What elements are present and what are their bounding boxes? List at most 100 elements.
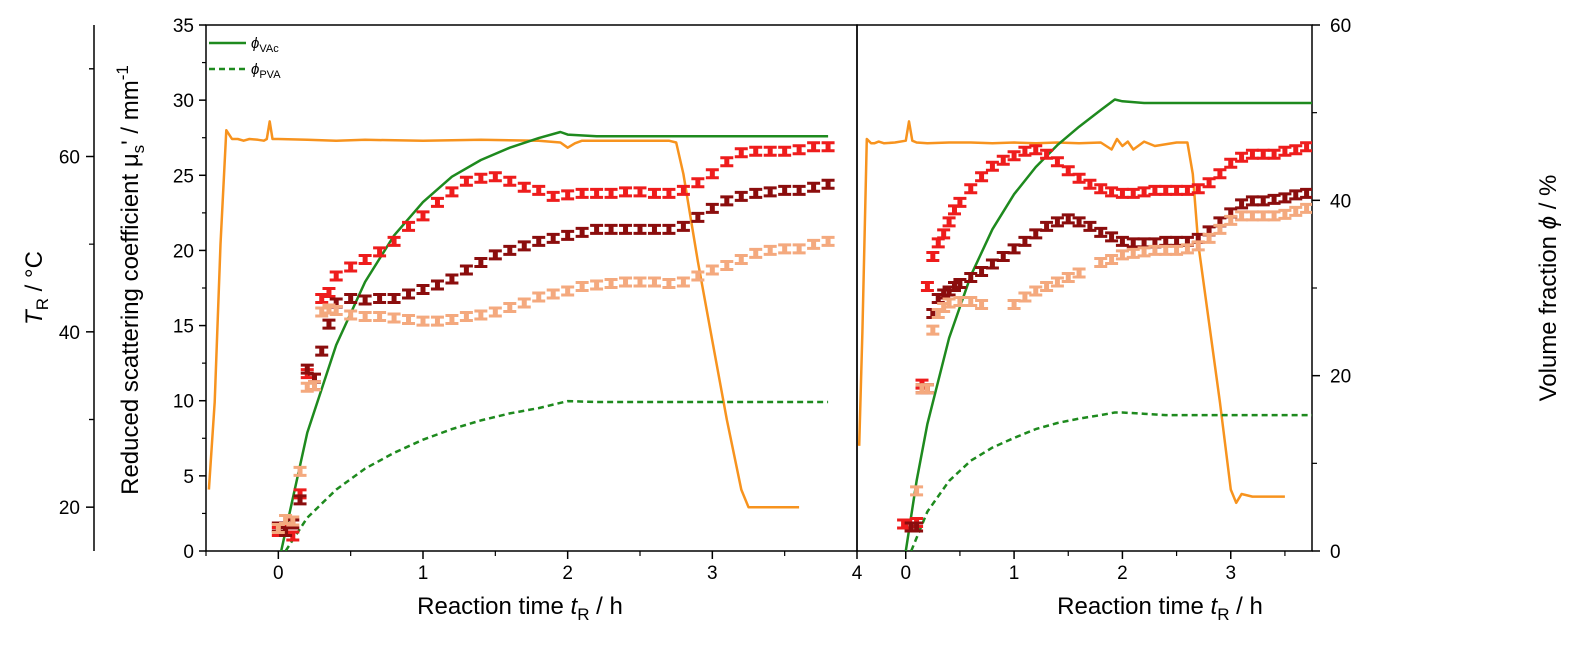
x-tick-label: 1: [418, 563, 429, 584]
scattering-point: [676, 220, 690, 232]
scattering-point: [1105, 253, 1119, 265]
mu-tick-label: 5: [183, 467, 194, 488]
scattering-point: [1094, 183, 1108, 195]
scattering-point: [293, 494, 307, 506]
series-darkred-scattering: [904, 187, 1312, 533]
scattering-point: [662, 277, 676, 289]
scattering-point: [1278, 192, 1292, 204]
scattering-point: [1072, 172, 1086, 184]
scattering-point: [926, 250, 940, 262]
scattering-point: [373, 293, 387, 305]
legend-pva-label: ϕPVA: [251, 61, 281, 81]
mu-axis-title: Reduced scattering coefficient μs' / mm-…: [113, 65, 148, 495]
scattering-point: [430, 315, 444, 327]
series-line--pva: [284, 399, 829, 551]
scattering-point: [1148, 244, 1162, 256]
scattering-point: [1267, 210, 1281, 222]
scattering-point: [604, 187, 618, 199]
scattering-point: [792, 144, 806, 156]
scattering-point: [293, 465, 307, 477]
scattering-point: [942, 297, 956, 309]
scattering-point: [1040, 220, 1054, 232]
scattering-point: [953, 196, 967, 208]
scattering-point: [920, 280, 934, 292]
scattering-point: [517, 297, 531, 309]
scattering-point: [1115, 235, 1129, 247]
scattering-point: [590, 279, 604, 291]
scattering-point: [1061, 213, 1075, 225]
scattering-point: [720, 156, 734, 168]
scattering-point: [1235, 210, 1249, 222]
scattering-point: [1235, 198, 1249, 210]
scattering-point: [1170, 235, 1184, 247]
scattering-point: [488, 171, 502, 183]
scattering-point: [300, 363, 314, 375]
scattering-point: [975, 299, 989, 311]
scattering-point: [459, 175, 473, 187]
scattering-point: [575, 187, 589, 199]
scattering-point: [416, 315, 430, 327]
scattering-point: [387, 293, 401, 305]
scattering-point: [1105, 231, 1119, 243]
scattering-point: [546, 190, 560, 202]
scattering-point: [964, 296, 978, 308]
scattering-point: [1180, 243, 1194, 255]
scattering-point: [807, 181, 821, 193]
left-x-axis-ticks: 0 1 2 3 4: [205, 551, 863, 584]
scattering-point: [734, 147, 748, 159]
scattering-point: [985, 258, 999, 270]
phi-tick-label: 0: [1330, 542, 1341, 563]
scattering-point: [619, 276, 633, 288]
scattering-point: [1202, 232, 1216, 244]
scattering-point: [1050, 156, 1064, 168]
scattering-point: [315, 306, 329, 318]
scattering-point: [373, 311, 387, 323]
scattering-point: [604, 223, 618, 235]
scattering-point: [430, 279, 444, 291]
scattering-point: [1256, 195, 1270, 207]
scattering-point: [1159, 244, 1173, 256]
scattering-point: [1007, 150, 1021, 162]
x-tick-label: 2: [1117, 563, 1128, 584]
left-panel-frame: [205, 24, 858, 552]
scattering-point: [1289, 189, 1303, 201]
scattering-point: [1029, 285, 1043, 297]
series-lightorange-scattering: [910, 202, 1312, 497]
series-darkred-scattering: [271, 178, 835, 537]
temperature-axis-title: TR / °C: [21, 251, 52, 325]
scattering-point: [975, 265, 989, 277]
series-lightorange-scattering: [271, 235, 835, 534]
scattering-point: [1256, 148, 1270, 160]
scattering-point: [720, 259, 734, 271]
scattering-point: [1289, 205, 1303, 217]
scattering-point: [749, 247, 763, 259]
scattering-point: [953, 296, 967, 308]
scattering-point: [561, 189, 575, 201]
scattering-point: [763, 145, 777, 157]
scattering-point: [358, 253, 372, 265]
scattering-point: [1245, 210, 1259, 222]
scattering-point: [1029, 144, 1043, 156]
scattering-point: [1050, 276, 1064, 288]
scattering-point: [647, 223, 661, 235]
scattering-point: [532, 291, 546, 303]
scattering-point: [1170, 244, 1184, 256]
scattering-point: [1137, 246, 1151, 258]
scattering-point: [1115, 187, 1129, 199]
scattering-point: [778, 145, 792, 157]
left-x-axis-title: Reaction time tR / h: [417, 593, 623, 624]
legend: ϕVAc ϕPVA: [209, 35, 281, 81]
scattering-point: [358, 311, 372, 323]
series-red-scattering: [897, 141, 1312, 533]
scattering-point: [821, 235, 835, 247]
scattering-point: [387, 235, 401, 247]
scattering-point: [1278, 145, 1292, 157]
scattering-point: [749, 187, 763, 199]
scattering-point: [1267, 148, 1281, 160]
scattering-point: [546, 288, 560, 300]
mu-tick-label: 20: [173, 241, 194, 262]
scattering-point: [474, 172, 488, 184]
scattering-point: [996, 154, 1010, 166]
scattering-point: [1245, 148, 1259, 160]
scattering-point: [975, 171, 989, 183]
